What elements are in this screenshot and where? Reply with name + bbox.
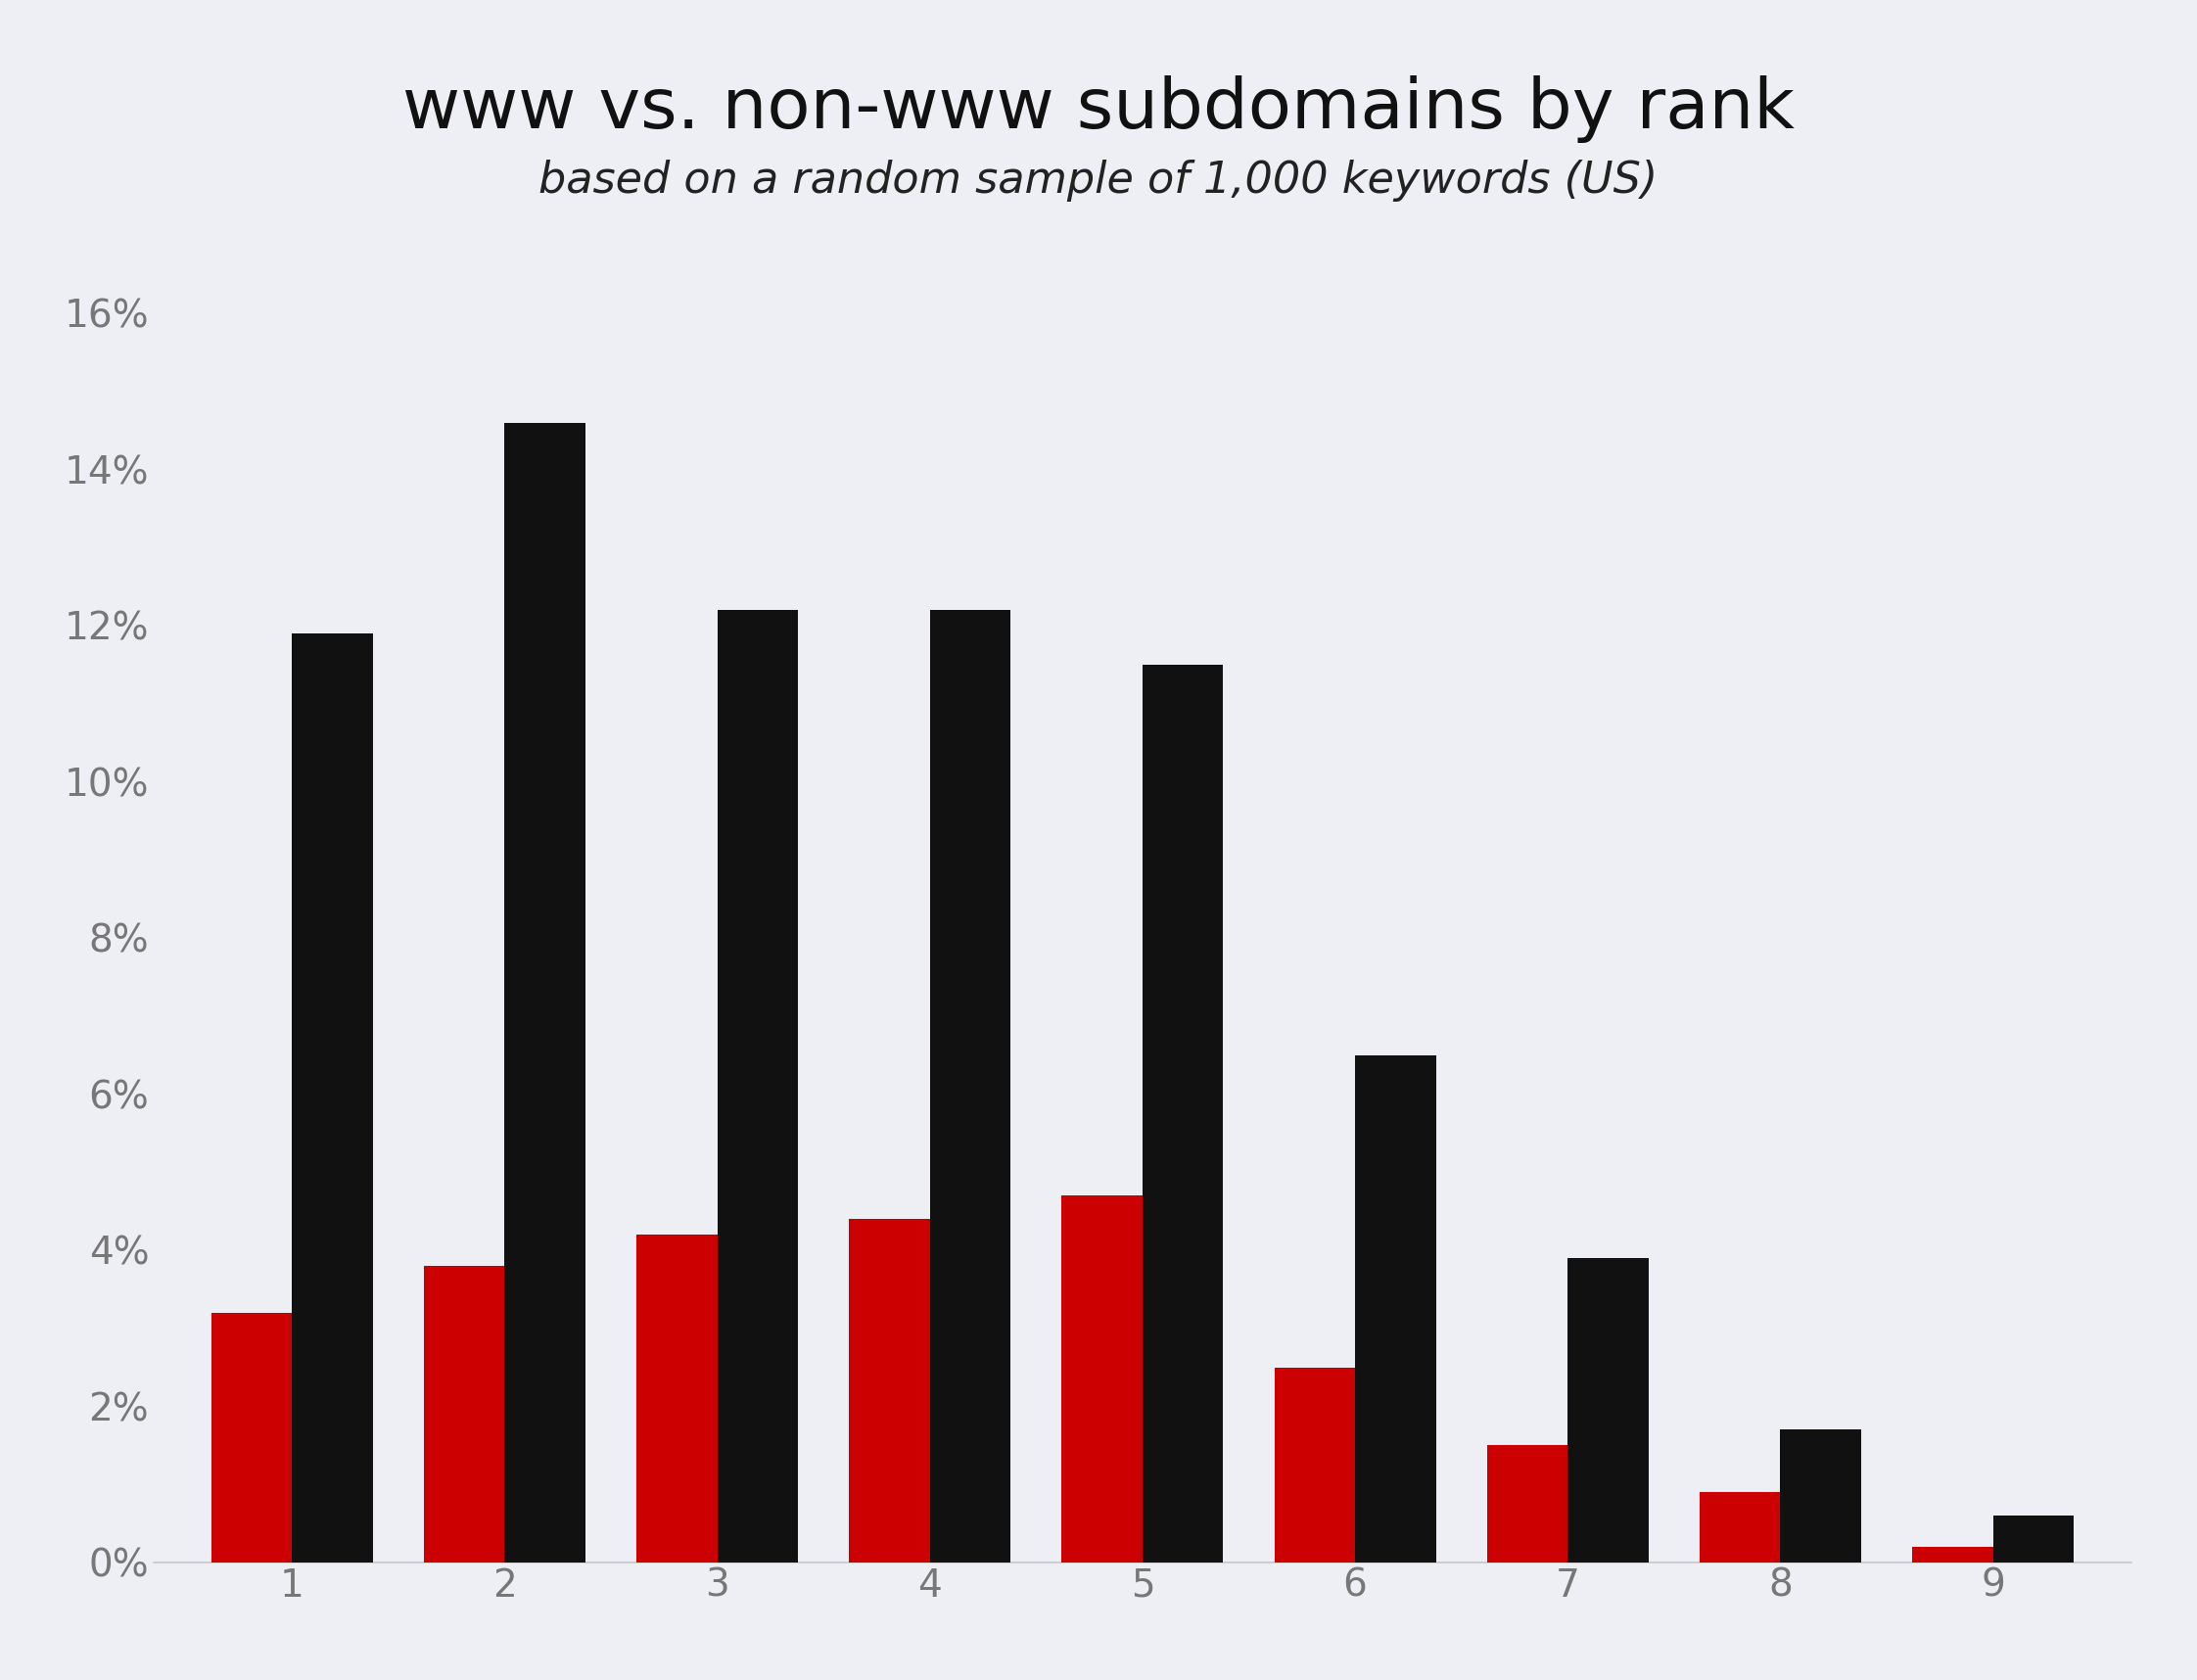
- Bar: [211, 1312, 292, 1562]
- Bar: [292, 633, 373, 1562]
- Bar: [716, 610, 798, 1562]
- Bar: [1569, 1258, 1648, 1562]
- Bar: [1993, 1515, 2074, 1562]
- Bar: [505, 423, 584, 1562]
- Bar: [1487, 1445, 1569, 1562]
- Bar: [1356, 1055, 1437, 1562]
- Text: www vs. non-www subdomains by rank: www vs. non-www subdomains by rank: [402, 76, 1795, 143]
- Bar: [1274, 1368, 1356, 1562]
- Text: based on a random sample of 1,000 keywords (US): based on a random sample of 1,000 keywor…: [538, 160, 1659, 202]
- Bar: [1911, 1547, 1993, 1562]
- Bar: [1142, 665, 1224, 1562]
- Bar: [637, 1235, 716, 1562]
- Bar: [1700, 1492, 1780, 1562]
- Bar: [424, 1265, 505, 1562]
- Bar: [1780, 1430, 1861, 1562]
- Bar: [1061, 1196, 1142, 1562]
- Bar: [848, 1220, 929, 1562]
- Bar: [929, 610, 1011, 1562]
